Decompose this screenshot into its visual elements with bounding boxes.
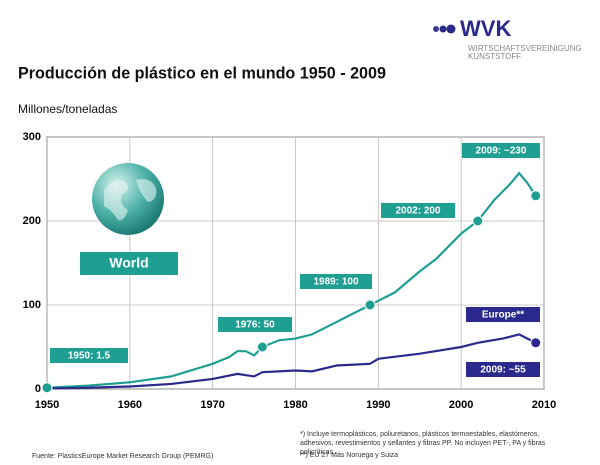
x-tick-label: 1950	[35, 399, 59, 411]
y-axis-label: Millones/toneladas	[18, 102, 117, 116]
x-tick-label: 1990	[366, 399, 390, 411]
chart-title: Producción de plástico en el mundo 1950 …	[18, 63, 386, 82]
globe-land	[104, 179, 157, 221]
series-line	[46, 171, 537, 389]
y-tick-label: 100	[23, 299, 41, 311]
logo-name: WVK	[460, 16, 511, 41]
footnote: **) EU 27 Más Noruega y Suiza	[300, 452, 399, 459]
globe-label-box	[80, 252, 178, 275]
globe-label: World	[109, 255, 148, 271]
source: Fuente: PlasticsEurope Market Research G…	[32, 453, 213, 460]
logo	[433, 24, 456, 34]
annotation: Europe**	[482, 310, 524, 321]
logo-line: KUNSTSTOFF	[468, 52, 521, 61]
annotation-box	[466, 362, 540, 377]
x-tick-label: 2010	[532, 399, 556, 411]
annotation-box	[466, 307, 540, 322]
annotation-box	[462, 143, 540, 158]
logo-line: WIRTSCHAFTSVEREINIGUNG	[468, 44, 582, 53]
annotation-box	[381, 203, 455, 218]
footnote: *) Incluye termoplásticos, poliuretanos,…	[300, 431, 546, 456]
y-tick-label: 300	[23, 131, 41, 143]
x-tick-label: 1970	[200, 399, 224, 411]
highlight-point	[530, 190, 542, 202]
y-tick-label: 200	[23, 215, 41, 227]
annotation: 1976: 50	[235, 320, 275, 331]
annotation: 2009: ~55	[480, 365, 526, 376]
annotation: 2002: 200	[395, 206, 440, 217]
highlight-point	[41, 382, 53, 394]
highlight-point	[364, 299, 376, 311]
annotation-box	[218, 317, 292, 332]
highlight-point	[256, 341, 268, 353]
series-line	[46, 333, 537, 390]
x-tick-label: 1960	[118, 399, 142, 411]
x-tick-label: 1980	[283, 399, 307, 411]
highlight-point	[472, 215, 484, 227]
annotation: 2009: ~230	[476, 146, 527, 157]
annotation-box	[50, 348, 128, 363]
annotation: 1989: 100	[313, 277, 358, 288]
y-tick-label: 0	[35, 383, 41, 395]
x-tick-label: 2000	[449, 399, 473, 411]
annotation-box	[300, 274, 372, 289]
annotation: 1950: 1.5	[68, 351, 111, 362]
highlight-point	[530, 337, 542, 349]
